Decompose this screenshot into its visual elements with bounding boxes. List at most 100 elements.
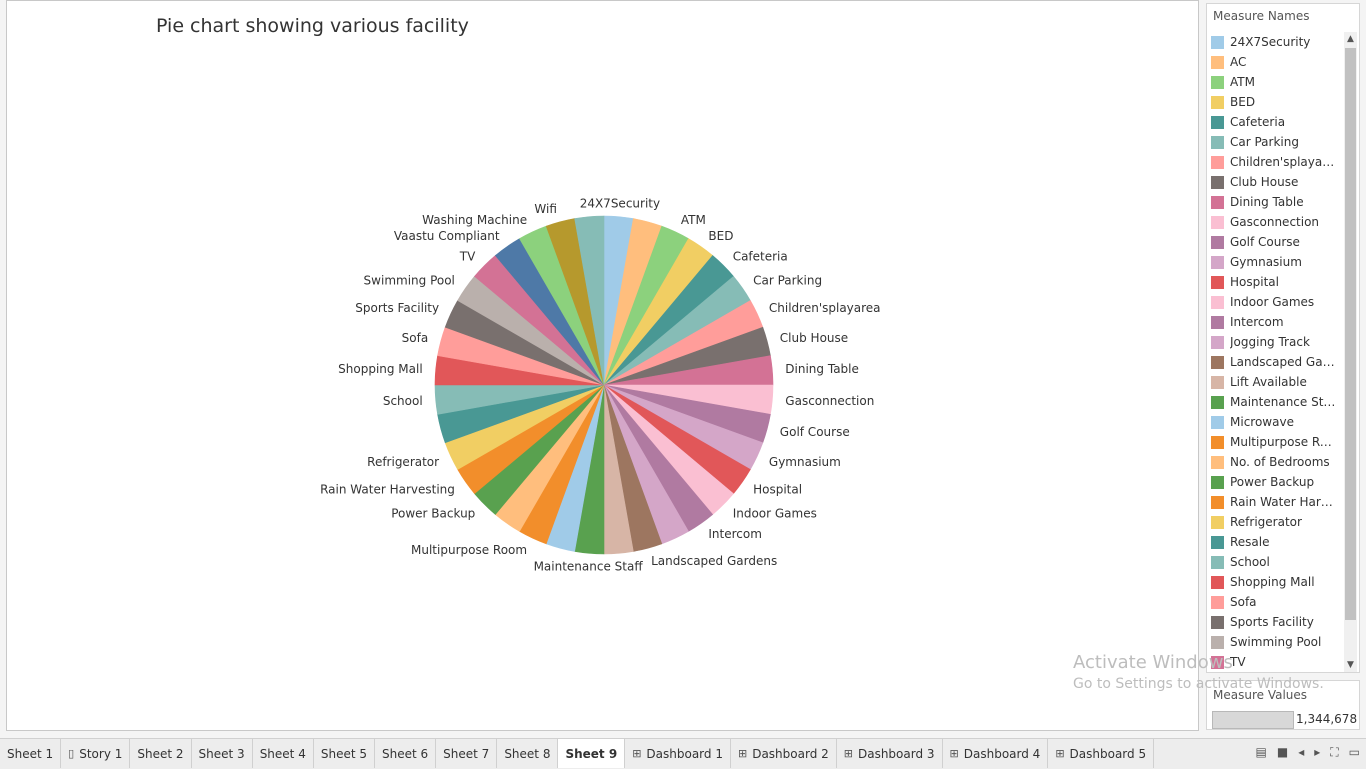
legend-item-lift-available[interactable]: Lift Available bbox=[1211, 372, 1339, 392]
dashboard-icon: ⊞ bbox=[737, 746, 748, 760]
legend-label: 24X7Security bbox=[1230, 35, 1311, 49]
slice-label-atm: ATM bbox=[681, 213, 706, 227]
slice-label-intercom: Intercom bbox=[708, 527, 762, 541]
legend-item-children-splayarea[interactable]: Children'splayarea bbox=[1211, 152, 1339, 172]
tab-sheet-1[interactable]: Sheet 1 bbox=[0, 739, 62, 768]
fit-view-icon[interactable]: ⛶ bbox=[1330, 745, 1339, 759]
tabs-view-icon[interactable]: ■ bbox=[1276, 745, 1289, 759]
legend-item-ac[interactable]: AC bbox=[1211, 52, 1339, 72]
legend-label: Sofa bbox=[1230, 595, 1257, 609]
legend-item-bed[interactable]: BED bbox=[1211, 92, 1339, 112]
tab-dashboard-4[interactable]: ⊞ Dashboard 4 bbox=[943, 739, 1049, 768]
legend-label: Refrigerator bbox=[1230, 515, 1302, 529]
tab-sheet-9[interactable]: Sheet 9 bbox=[558, 739, 626, 768]
legend-label: AC bbox=[1230, 55, 1247, 69]
legend-item-sofa[interactable]: Sofa bbox=[1211, 592, 1339, 612]
legend-item-atm[interactable]: ATM bbox=[1211, 72, 1339, 92]
legend-item-intercom[interactable]: Intercom bbox=[1211, 312, 1339, 332]
tab-controls: ▤ ■ ◂ ▸ ⛶ ▭ bbox=[1256, 745, 1361, 760]
legend-label: ATM bbox=[1230, 75, 1255, 89]
legend-swatch bbox=[1211, 315, 1224, 329]
legend-label: Maintenance Staff bbox=[1230, 395, 1337, 409]
legend-item-jogging-track[interactable]: Jogging Track bbox=[1211, 332, 1339, 352]
legend-swatch bbox=[1211, 635, 1224, 649]
slice-label-washing-machine: Washing Machine bbox=[422, 213, 527, 227]
legend-item-indoor-games[interactable]: Indoor Games bbox=[1211, 292, 1339, 312]
pie-slice-unlabeled-35[interactable] bbox=[574, 215, 605, 386]
tab-story-1[interactable]: ▯ Story 1 bbox=[61, 739, 131, 768]
legend-swatch bbox=[1211, 435, 1224, 449]
tab-dashboard-1[interactable]: ⊞ Dashboard 1 bbox=[625, 739, 731, 768]
measure-values-bar[interactable] bbox=[1212, 711, 1294, 729]
legend-item-tv[interactable]: TV bbox=[1211, 652, 1339, 672]
legend-label: Lift Available bbox=[1230, 375, 1307, 389]
legend-item-swimming-pool[interactable]: Swimming Pool bbox=[1211, 632, 1339, 652]
legend-item-hospital[interactable]: Hospital bbox=[1211, 272, 1339, 292]
tab-dashboard-2[interactable]: ⊞ Dashboard 2 bbox=[731, 739, 837, 768]
tab-dashboard-3[interactable]: ⊞ Dashboard 3 bbox=[837, 739, 943, 768]
legend-item-landscaped-gard[interactable]: Landscaped Gard.. bbox=[1211, 352, 1339, 372]
tab-dashboard-5[interactable]: ⊞ Dashboard 5 bbox=[1048, 739, 1155, 768]
previous-sheet-icon[interactable]: ◂ bbox=[1298, 745, 1305, 759]
legend-label: Golf Course bbox=[1230, 235, 1300, 249]
legend-item-24x7security[interactable]: 24X7Security bbox=[1211, 32, 1339, 52]
tab-label: Dashboard 1 bbox=[646, 746, 723, 761]
legend-item-microwave[interactable]: Microwave bbox=[1211, 412, 1339, 432]
legend-swatch bbox=[1211, 595, 1224, 609]
legend-swatch bbox=[1211, 75, 1224, 89]
legend-item-cafeteria[interactable]: Cafeteria bbox=[1211, 112, 1339, 132]
legend-label: Rain Water Harve.. bbox=[1230, 495, 1337, 509]
legend-swatch bbox=[1211, 355, 1224, 369]
legend-item-maintenance-staff[interactable]: Maintenance Staff bbox=[1211, 392, 1339, 412]
legend-item-car-parking[interactable]: Car Parking bbox=[1211, 132, 1339, 152]
tab-sheet-3[interactable]: Sheet 3 bbox=[192, 739, 253, 768]
tab-sheet-8[interactable]: Sheet 8 bbox=[497, 739, 559, 768]
legend-item-no-of-bedrooms[interactable]: No. of Bedrooms bbox=[1211, 452, 1339, 472]
legend-swatch bbox=[1211, 155, 1224, 169]
dashboard-icon: ⊞ bbox=[632, 746, 642, 760]
legend-swatch bbox=[1211, 375, 1224, 389]
presentation-mode-icon[interactable]: ▭ bbox=[1348, 745, 1360, 759]
tab-label: Sheet 1 bbox=[7, 746, 54, 761]
legend-label: Landscaped Gard.. bbox=[1230, 355, 1337, 369]
tab-label: Sheet 3 bbox=[198, 746, 245, 761]
legend-item-resale[interactable]: Resale bbox=[1211, 532, 1339, 552]
legend-item-shopping-mall[interactable]: Shopping Mall bbox=[1211, 572, 1339, 592]
legend-item-gasconnection[interactable]: Gasconnection bbox=[1211, 212, 1339, 232]
slice-label-indoor-games: Indoor Games bbox=[733, 507, 817, 521]
legend-swatch bbox=[1211, 175, 1224, 189]
next-sheet-icon[interactable]: ▸ bbox=[1314, 745, 1321, 759]
legend-item-golf-course[interactable]: Golf Course bbox=[1211, 232, 1339, 252]
legend-swatch bbox=[1211, 235, 1224, 249]
legend-label: TV bbox=[1230, 655, 1246, 669]
legend-item-multipurpose-roo[interactable]: Multipurpose Roo.. bbox=[1211, 432, 1339, 452]
legend-item-refrigerator[interactable]: Refrigerator bbox=[1211, 512, 1339, 532]
scroll-up-icon[interactable]: ▲ bbox=[1347, 34, 1354, 44]
scroll-thumb[interactable] bbox=[1345, 48, 1356, 620]
slice-label-hospital: Hospital bbox=[753, 482, 802, 496]
legend-item-power-backup[interactable]: Power Backup bbox=[1211, 472, 1339, 492]
tab-sheet-2[interactable]: Sheet 2 bbox=[130, 739, 192, 768]
tab-sheet-6[interactable]: Sheet 6 bbox=[375, 739, 437, 768]
tab-sheet-7[interactable]: Sheet 7 bbox=[436, 739, 498, 768]
legend-label: Cafeteria bbox=[1230, 115, 1286, 129]
legend-item-gymnasium[interactable]: Gymnasium bbox=[1211, 252, 1339, 272]
legend-swatch bbox=[1211, 95, 1224, 109]
tab-label: Sheet 6 bbox=[382, 746, 429, 761]
scroll-down-icon[interactable]: ▼ bbox=[1347, 660, 1354, 670]
legend-scrollbar[interactable]: ▲ ▼ bbox=[1344, 32, 1357, 672]
tab-sheet-4[interactable]: Sheet 4 bbox=[253, 739, 314, 768]
legend-swatch bbox=[1211, 655, 1224, 669]
legend-label: Car Parking bbox=[1230, 135, 1299, 149]
legend-item-rain-water-harve[interactable]: Rain Water Harve.. bbox=[1211, 492, 1339, 512]
legend-item-school[interactable]: School bbox=[1211, 552, 1339, 572]
legend-item-dining-table[interactable]: Dining Table bbox=[1211, 192, 1339, 212]
measure-values-title: Measure Values bbox=[1213, 688, 1308, 702]
filmstrip-view-icon[interactable]: ▤ bbox=[1255, 745, 1267, 759]
legend-swatch bbox=[1211, 575, 1224, 589]
tab-label: Sheet 5 bbox=[320, 746, 367, 761]
legend-item-sports-facility[interactable]: Sports Facility bbox=[1211, 612, 1339, 632]
tab-sheet-5[interactable]: Sheet 5 bbox=[314, 739, 375, 768]
legend-swatch bbox=[1211, 135, 1224, 149]
legend-item-club-house[interactable]: Club House bbox=[1211, 172, 1339, 192]
